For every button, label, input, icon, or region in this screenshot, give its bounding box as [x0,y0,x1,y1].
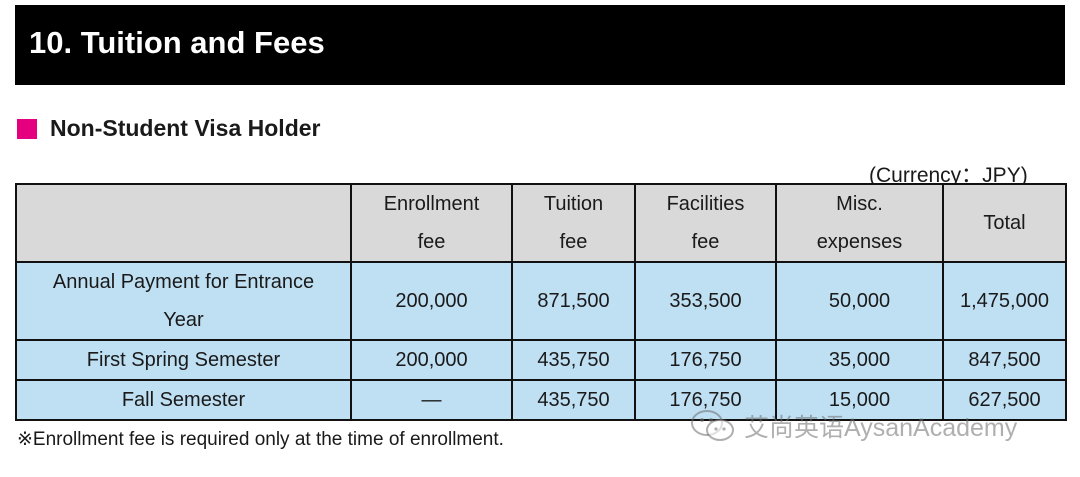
cell-tuition: 871,500 [511,261,636,341]
table-row: Fall Semester — 435,750 176,750 15,000 6… [15,379,1067,421]
section-marker [17,118,37,139]
page-title: 10. Tuition and Fees [29,25,325,60]
row-label: Fall Semester [15,379,352,421]
cell-facilities: 176,750 [634,339,777,381]
cell-enrollment: 200,000 [350,261,513,341]
header-cell-enrollment: Enrollment fee [350,183,513,263]
title-bar: 10. Tuition and Fees [15,5,1065,85]
cell-enrollment: 200,000 [350,339,513,381]
currency-note: (Currency：JPY) [869,164,1028,187]
cell-misc: 35,000 [775,339,944,381]
table-row: Annual Payment for Entrance Year 200,000 … [15,261,1067,341]
table-header-row: Enrollment fee Tuition fee Facilities fee M… [15,183,1067,263]
watermark: 艾尚英语AysanAcademy [690,408,1017,444]
row-label: Annual Payment for Entrance Year [15,261,352,341]
cell-tuition: 435,750 [511,379,636,421]
cell-facilities: 176,750 [634,379,777,421]
cell-enrollment: — [350,379,513,421]
cell-total: 847,500 [942,339,1067,381]
cell-total: 1,475,000 [942,261,1067,341]
watermark-text: 艾尚英语AysanAcademy [744,414,1018,442]
header-cell-misc: Misc. expenses [775,183,944,263]
section-heading: Non-Student Visa Holder [17,115,321,142]
header-cell-total: Total [942,183,1067,263]
table-row: First Spring Semester 200,000 435,750 17… [15,339,1067,381]
cell-misc: 15,000 [775,379,944,421]
cell-total: 627,500 [942,379,1067,421]
section-heading-text: Non-Student Visa Holder [50,115,321,141]
cell-tuition: 435,750 [511,339,636,381]
cell-misc: 50,000 [775,261,944,341]
header-cell-facilities: Facilities fee [634,183,777,263]
header-cell-empty [15,183,352,263]
row-label: First Spring Semester [15,339,352,381]
footnote: ※Enrollment fee is required only at the … [17,429,504,450]
fees-table: Enrollment fee Tuition fee Facilities fee M… [15,183,1067,421]
cell-facilities: 353,500 [634,261,777,341]
wechat-icon [691,410,734,441]
header-cell-tuition: Tuition fee [511,183,636,263]
